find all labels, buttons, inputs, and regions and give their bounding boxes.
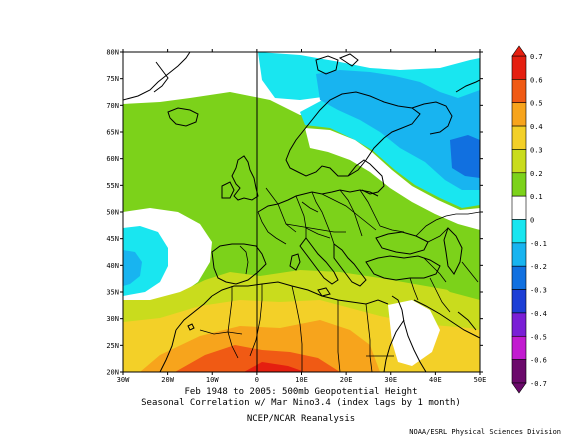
lon-tick-label: 0 (255, 376, 259, 384)
lat-tick-label: 70N (106, 102, 119, 110)
lon-tick-label: 20E (340, 376, 353, 384)
colorbar-label: -0.4 (530, 310, 547, 318)
colorbar: 0.7 0.6 0.5 0.4 0.3 0.2 0.1 0 -0.1 -0.2 -0.3 -0.4 -0… (511, 45, 547, 394)
lon-tick-label: 10W (206, 376, 219, 384)
lat-tick-label: 60N (106, 155, 119, 163)
colorbar-swatch (511, 219, 527, 244)
colorbar-swatch (511, 289, 527, 314)
colorbar-label: 0.1 (530, 193, 543, 201)
lat-tick-label: 55N (106, 182, 119, 190)
lon-tick-label: 50E (474, 376, 487, 384)
colorbar-swatch (511, 79, 527, 104)
colorbar-label: 0.4 (530, 123, 543, 131)
colorbar-label: 0.7 (530, 53, 543, 61)
country-borders (199, 187, 480, 372)
colorbar-label: 0.3 (530, 146, 543, 154)
correlation-field (123, 52, 480, 372)
lon-tick-label: 40E (429, 376, 442, 384)
lat-tick-label: 25N (106, 342, 119, 350)
latitude-ticks: 80N 75N 70N 65N 60N 55N 50N 45N 40N 35N 30N 25N 20N (106, 49, 483, 377)
lat-tick-label: 65N (106, 129, 119, 137)
lat-tick-label: 50N (106, 209, 119, 217)
longitude-ticks: 30W 20W 10W 0 10E 20E 30E 40E 50E (117, 49, 487, 384)
credit-text: NOAA/ESRL Physical Sciences Division (409, 428, 561, 436)
caption-line-1: Feb 1948 to 2005: 500mb Geopotential Hei… (185, 387, 418, 397)
colorbar-swatch (511, 172, 527, 197)
caption-line-2: Seasonal Correlation w/ Mar Nino3.4 (ind… (141, 398, 461, 408)
colorbar-label: -0.3 (530, 287, 547, 295)
colorbar-swatch (511, 265, 527, 290)
colorbar-label: 0.5 (530, 100, 543, 108)
colorbar-label: -0.1 (530, 240, 547, 248)
colorbar-swatch (511, 195, 527, 220)
colorbar-swatch (511, 149, 527, 174)
colorbar-swatch (511, 335, 527, 360)
coastlines (123, 52, 480, 372)
colorbar-label: 0.6 (530, 76, 543, 84)
colorbar-label: -0.2 (530, 263, 547, 271)
colorbar-top-arrow (511, 45, 527, 57)
lat-tick-label: 20N (106, 369, 119, 377)
colorbar-swatch (511, 125, 527, 150)
lat-tick-label: 45N (106, 235, 119, 243)
lon-tick-label: 30E (384, 376, 397, 384)
colorbar-label: -0.5 (530, 333, 547, 341)
lat-tick-label: 75N (106, 75, 119, 83)
colorbar-swatch (511, 312, 527, 337)
lon-tick-label: 20W (161, 376, 174, 384)
colorbar-swatch (511, 242, 527, 267)
colorbar-label: -0.7 (530, 380, 547, 388)
colorbar-label: 0.2 (530, 170, 543, 178)
colorbar-swatch (511, 359, 527, 384)
colorbar-swatch (511, 102, 527, 127)
colorbar-swatch (511, 55, 527, 80)
lat-tick-label: 30N (106, 315, 119, 323)
lat-tick-label: 80N (106, 49, 119, 57)
colorbar-bottom-arrow (511, 382, 527, 394)
colorbar-label: -0.6 (530, 357, 547, 365)
colorbar-label: 0 (530, 217, 534, 225)
lon-tick-label: 10E (295, 376, 308, 384)
caption-line-3: NCEP/NCAR Reanalysis (247, 414, 355, 424)
lon-tick-label: 30W (117, 376, 130, 384)
lat-tick-label: 40N (106, 262, 119, 270)
lat-tick-label: 35N (106, 289, 119, 297)
